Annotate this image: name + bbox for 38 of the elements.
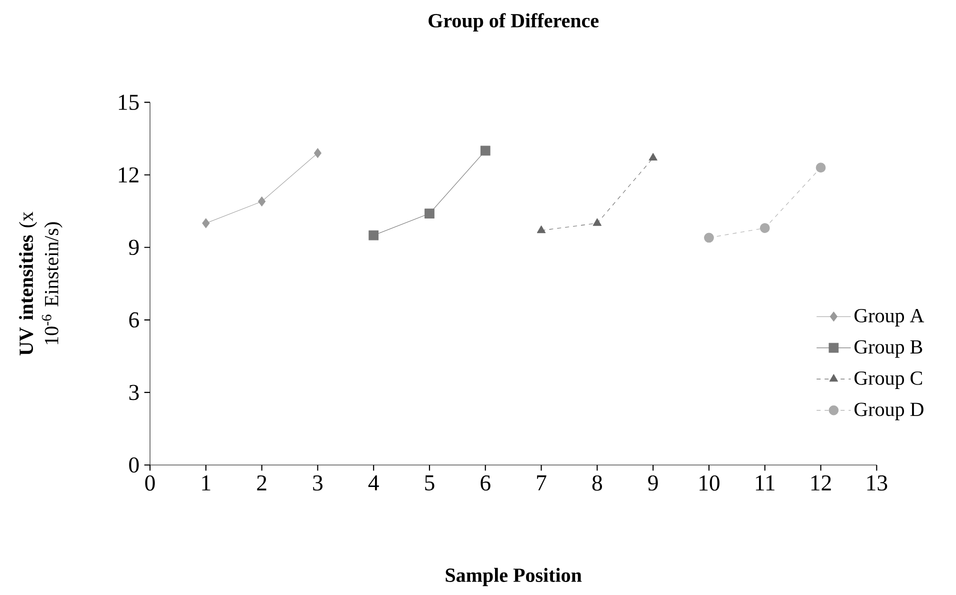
x-tick-label: 6	[480, 475, 490, 491]
point	[704, 232, 714, 243]
y-tick-label: 9	[129, 240, 139, 256]
point	[202, 218, 210, 228]
x-tick-label: 7	[537, 475, 546, 490]
x-tick-label: 1	[202, 475, 210, 490]
y-tick-label: 12	[118, 167, 138, 182]
point	[258, 196, 266, 206]
point	[314, 148, 322, 158]
x-tick-label: 2	[257, 475, 266, 490]
legend-label: Group A	[854, 308, 924, 326]
y-tick-label: 15	[118, 94, 139, 110]
point	[536, 226, 546, 234]
chart-title: Group of Difference	[428, 13, 599, 32]
point	[648, 152, 658, 161]
point	[816, 162, 826, 173]
x-tick-label: 5	[425, 475, 434, 490]
x-tick-label: 4	[368, 475, 379, 490]
x-tick-label: 0	[145, 475, 155, 491]
point	[480, 146, 490, 156]
point	[368, 230, 379, 240]
x-tick-label: 11	[756, 475, 774, 490]
legend-label: Group C	[854, 371, 922, 389]
x-tick-label: 8	[592, 475, 602, 491]
x-tick-label: 10	[700, 475, 720, 491]
legend-label: Group D	[854, 402, 924, 420]
y-tick-label: 6	[129, 312, 139, 328]
x-axis-title: Sample Position	[446, 568, 582, 586]
point	[592, 218, 602, 226]
legend-label: Group B	[854, 340, 922, 358]
y-tick-label: 0	[129, 457, 139, 473]
point	[424, 208, 434, 218]
y-tick-label: 3	[129, 384, 139, 400]
x-tick-label: 13	[867, 475, 888, 491]
point	[760, 223, 770, 233]
x-tick-label: 12	[811, 475, 831, 490]
x-tick-label: 3	[313, 475, 322, 491]
x-tick-label: 9	[648, 475, 658, 491]
